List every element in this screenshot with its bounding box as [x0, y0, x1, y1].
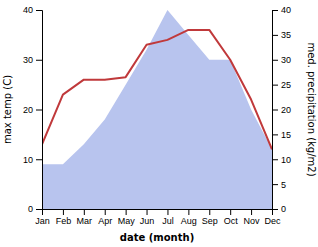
tick-label: 30 [23, 55, 33, 65]
tick-mark [251, 209, 252, 215]
tick: Apr [98, 209, 112, 226]
tick: 35 [272, 30, 291, 40]
tick: 0 [272, 204, 286, 214]
tick-mark [272, 184, 278, 185]
y2-axis: 0 5 10 15 20 25 30 35 40 [272, 5, 291, 214]
tick-mark [147, 209, 148, 215]
tick: 40 [272, 5, 291, 15]
y-axis-title: max temp (C) [2, 75, 13, 144]
axis-line [36, 11, 43, 210]
tick-mark [272, 85, 278, 86]
tick: 20 [23, 105, 42, 115]
tick-mark [167, 209, 168, 215]
marks [42, 10, 272, 209]
tick-label: 35 [281, 30, 291, 40]
tick: 25 [272, 80, 291, 90]
tick: Feb [56, 209, 72, 226]
tick-label: 30 [281, 55, 291, 65]
tick-mark [209, 209, 210, 215]
tick-mark [36, 60, 42, 61]
tick-label: Jul [162, 216, 174, 226]
x-axis-title: date (month) [120, 232, 194, 243]
tick: 20 [272, 105, 291, 115]
tick: 30 [272, 55, 291, 65]
tick: Sep [202, 209, 218, 226]
axis-line [43, 210, 273, 216]
tick-mark [63, 209, 64, 215]
tick-mark [230, 209, 231, 215]
tick: 0 [28, 204, 42, 214]
tick-label: 25 [281, 80, 291, 90]
tick: Jun [140, 209, 155, 226]
tick-label: 0 [281, 204, 286, 214]
tick-mark [272, 110, 278, 111]
tick-label: Dec [264, 216, 281, 226]
area [42, 10, 272, 209]
tick: Aug [181, 209, 197, 226]
tick-label: 20 [281, 105, 291, 115]
tick-label: 40 [281, 5, 291, 15]
tick-label: Feb [56, 216, 72, 226]
tick-mark [84, 209, 85, 215]
tick-label: 5 [281, 180, 286, 190]
tick-mark [36, 209, 42, 210]
y-axis: 0 10 20 30 40 [23, 5, 43, 214]
tick-label: Aug [181, 216, 197, 226]
tick-mark [126, 209, 127, 215]
tick-label: 40 [23, 5, 33, 15]
tick-mark [188, 209, 189, 215]
tick-mark [272, 35, 278, 36]
tick: Jul [162, 209, 174, 226]
x-axis: Jan Feb Mar Apr May Jun Jul Aug Sep Oct NovDec [35, 209, 281, 226]
tick-label: Jan [35, 216, 50, 226]
tick-label: Apr [98, 216, 112, 226]
tick: 10 [23, 155, 42, 165]
tick-label: Jun [140, 216, 155, 226]
line [42, 30, 272, 149]
tick-mark [272, 10, 278, 11]
chart: JanFebMarAprMayJunJulAugSepOctNovDec0102… [0, 0, 318, 247]
tick-mark [36, 110, 42, 111]
tick-label: May [118, 216, 136, 226]
tick-label: Oct [224, 216, 239, 226]
tick-mark [272, 60, 278, 61]
tick-mark [36, 10, 42, 11]
tick: 30 [23, 55, 42, 65]
tick: Dec [264, 209, 281, 226]
tick-label: Sep [202, 216, 218, 226]
tick-label: 20 [23, 105, 33, 115]
tick: 5 [272, 180, 286, 190]
tick: Nov [244, 209, 261, 226]
y2-axis-title: med. precipitation (kg/m2) [306, 42, 317, 176]
tick-label: 15 [281, 130, 291, 140]
tick: Mar [77, 209, 93, 226]
tick-mark [105, 209, 106, 215]
tick: Oct [224, 209, 239, 226]
tick-label: Mar [77, 216, 93, 226]
axis-line [273, 11, 279, 210]
plot: JanFebMarAprMayJunJulAugSepOctNovDec0102… [23, 5, 291, 226]
tick-mark [272, 209, 278, 210]
tick: 15 [272, 130, 291, 140]
tick: Jan [35, 209, 50, 226]
tick-label: 0 [28, 204, 33, 214]
tick: 40 [23, 5, 42, 15]
tick-mark [272, 159, 278, 160]
tick: 10 [272, 155, 291, 165]
tick-mark [36, 159, 42, 160]
tick-label: Nov [244, 216, 261, 226]
tick-label: 10 [23, 155, 33, 165]
tick: May [118, 209, 136, 226]
tick-label: 10 [281, 155, 291, 165]
tick-mark [272, 134, 278, 135]
